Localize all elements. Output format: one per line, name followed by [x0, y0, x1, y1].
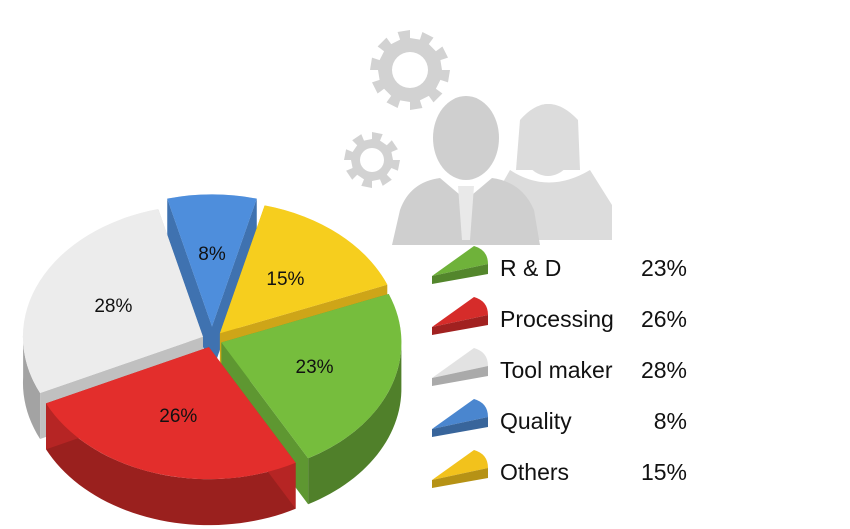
businessman-icon: [392, 96, 540, 245]
businesswoman-icon: [490, 104, 612, 240]
legend-swatch: [432, 297, 488, 327]
legend-label: Quality: [500, 408, 572, 434]
legend-value: 26%: [641, 306, 687, 332]
legend-item: Tool maker 28%: [432, 348, 687, 386]
legend-swatch: [432, 399, 488, 429]
people-gears-illustration: [344, 30, 612, 245]
legend-value: 23%: [641, 255, 687, 281]
pie-plot-area: [22, 194, 402, 526]
pie-slice: [46, 347, 296, 526]
legend-label: R & D: [500, 255, 561, 281]
legend-label: Others: [500, 459, 569, 485]
gear-icon: [344, 132, 400, 188]
slice-labels: 8% 15% 28% 23% 26%: [94, 244, 333, 427]
slice-label: 8%: [198, 244, 226, 265]
legend-item: Quality 8%: [432, 399, 687, 437]
legend-swatch: [432, 348, 488, 378]
legend-swatch: [432, 450, 488, 480]
legend-item: Others 15%: [432, 450, 687, 488]
slice-label: 15%: [266, 269, 304, 290]
slice-label: 28%: [94, 296, 132, 317]
pie-slice: [167, 194, 257, 373]
legend-value: 8%: [654, 408, 687, 434]
legend-item: Processing 26%: [432, 297, 687, 335]
gear-icon: [370, 30, 450, 110]
slice-label: 26%: [159, 406, 197, 427]
legend: R & D 23% Processing 26% Tool maker 28% Qualit…: [432, 246, 687, 488]
slice-label: 23%: [296, 357, 334, 378]
legend-value: 28%: [641, 357, 687, 383]
legend-value: 15%: [641, 459, 687, 485]
legend-swatch: [432, 246, 488, 276]
legend-item: R & D 23%: [432, 246, 687, 284]
legend-label: Processing: [500, 306, 614, 332]
legend-label: Tool maker: [500, 357, 613, 383]
